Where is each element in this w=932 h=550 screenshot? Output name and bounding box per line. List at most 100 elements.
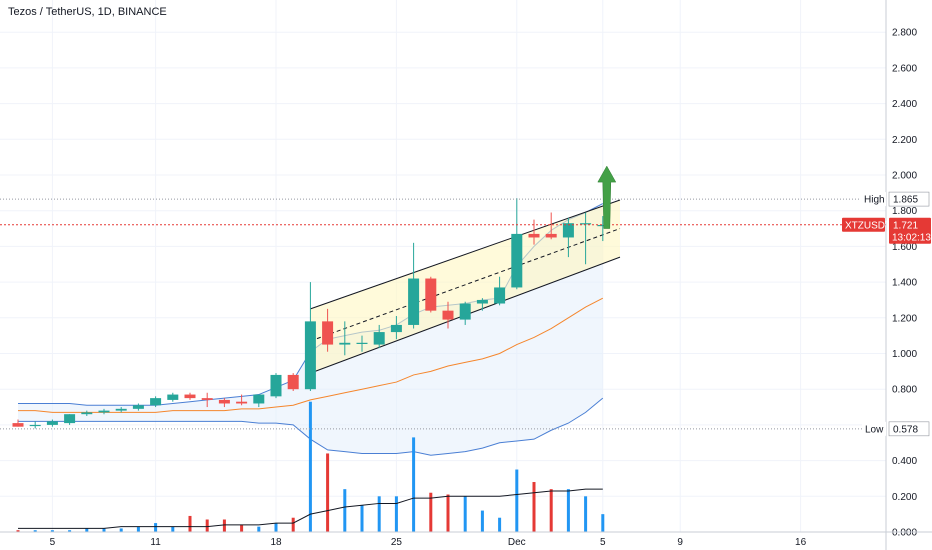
candle-body bbox=[150, 398, 162, 406]
symbol-tag: XTZUSDT bbox=[845, 220, 891, 231]
volume-bar bbox=[601, 514, 605, 532]
moving-average-line bbox=[18, 297, 604, 413]
y-tick-label: 0.400 bbox=[892, 456, 917, 467]
candle-body bbox=[64, 414, 76, 424]
candle-body bbox=[304, 321, 316, 390]
volume-ma-line bbox=[18, 488, 603, 529]
candle-body bbox=[287, 374, 299, 390]
y-tick-label: 1.400 bbox=[892, 278, 917, 289]
volume-bar bbox=[257, 526, 261, 532]
candle-body bbox=[408, 278, 420, 325]
candle-body bbox=[494, 287, 506, 304]
volume-bar bbox=[154, 523, 158, 532]
x-tick-label: 18 bbox=[270, 537, 282, 548]
volume-bar bbox=[136, 526, 140, 532]
candle-body bbox=[597, 224, 609, 227]
countdown-value: 13:02:13 bbox=[892, 232, 931, 243]
candle-body bbox=[218, 399, 230, 404]
volume-bar bbox=[463, 496, 467, 532]
chart-title: Tezos / TetherUS, 1D, BINANCE bbox=[8, 6, 167, 18]
candle-body bbox=[339, 342, 351, 345]
volume-bar bbox=[498, 517, 502, 532]
bollinger-fill bbox=[18, 203, 603, 456]
y-tick-label: 1.200 bbox=[892, 313, 917, 324]
volume-bar bbox=[343, 489, 347, 532]
candle-body bbox=[356, 342, 368, 344]
candle-body bbox=[201, 398, 213, 400]
candle-body bbox=[270, 374, 282, 397]
volume-bar bbox=[68, 530, 72, 532]
candle-body bbox=[425, 278, 437, 311]
volume-bar bbox=[377, 496, 381, 532]
x-tick-label: 5 bbox=[600, 537, 606, 548]
candle-body bbox=[12, 423, 24, 427]
candle-body bbox=[580, 223, 592, 225]
x-tick-label: 9 bbox=[677, 537, 683, 548]
volume-bar bbox=[584, 496, 588, 532]
candle-body bbox=[167, 394, 179, 400]
candle-body bbox=[511, 233, 523, 288]
volume-bar bbox=[412, 437, 416, 532]
y-tick-label: 2.200 bbox=[892, 135, 917, 146]
volume-bar bbox=[549, 489, 553, 532]
candle-body bbox=[442, 310, 454, 320]
symbol-tag-bg bbox=[842, 217, 885, 232]
candle-body bbox=[528, 233, 540, 238]
volume-bar bbox=[102, 528, 106, 532]
grid bbox=[0, 0, 886, 533]
overlays bbox=[0, 165, 886, 430]
volume-bar bbox=[119, 528, 123, 532]
candle-body bbox=[29, 424, 41, 427]
x-tick-label: 11 bbox=[150, 537, 161, 548]
volume-bar bbox=[394, 496, 398, 532]
volume-bar bbox=[205, 519, 209, 532]
volume-bar bbox=[188, 515, 192, 532]
volume-bar bbox=[16, 530, 20, 532]
volume-bar bbox=[291, 517, 295, 532]
x-tick-label: 5 bbox=[50, 537, 56, 548]
up-arrow-icon bbox=[597, 165, 617, 229]
high-value-bg bbox=[888, 191, 930, 207]
volume-bar bbox=[308, 401, 312, 532]
candle-body bbox=[132, 405, 144, 409]
candle-body bbox=[373, 332, 385, 345]
y-tick-label: 2.600 bbox=[892, 63, 917, 74]
volume-bar bbox=[326, 453, 330, 532]
candle-body bbox=[545, 233, 557, 238]
current-price-value: 1.721 bbox=[893, 220, 918, 231]
x-tick-label: 16 bbox=[795, 537, 807, 548]
y-tick-label: 0.000 bbox=[892, 528, 917, 539]
current-price-tag-bg bbox=[889, 217, 931, 244]
high-label-bg bbox=[860, 192, 886, 207]
candles bbox=[12, 198, 609, 429]
candle-body bbox=[253, 394, 265, 404]
moving-average bbox=[18, 297, 604, 413]
candle-body bbox=[390, 324, 402, 333]
candle-body bbox=[81, 412, 93, 415]
low-label: Low bbox=[865, 424, 884, 435]
candle-body bbox=[115, 408, 127, 411]
candle-body bbox=[236, 401, 248, 404]
volume-bar bbox=[532, 482, 536, 532]
low-label-bg bbox=[862, 421, 886, 436]
candle-body bbox=[46, 421, 58, 425]
y-tick-label: 0.200 bbox=[892, 492, 917, 503]
candle-body bbox=[476, 299, 488, 304]
candle-body bbox=[184, 394, 196, 399]
candle-body bbox=[562, 223, 574, 238]
volume-bar bbox=[446, 494, 450, 532]
y-tick-label: 0.800 bbox=[892, 385, 917, 396]
channel-fill bbox=[310, 199, 620, 374]
y-tick-label: 1.800 bbox=[892, 206, 917, 217]
volume-bar bbox=[566, 489, 570, 532]
volume-bar bbox=[429, 492, 433, 532]
x-tick-label: 25 bbox=[391, 537, 403, 548]
y-tick-label: 2.800 bbox=[892, 28, 917, 39]
candle-body bbox=[459, 303, 471, 320]
y-tick-label: 2.000 bbox=[892, 171, 917, 182]
volume-bar bbox=[50, 530, 54, 532]
y-tick-label: 1.000 bbox=[892, 349, 917, 360]
